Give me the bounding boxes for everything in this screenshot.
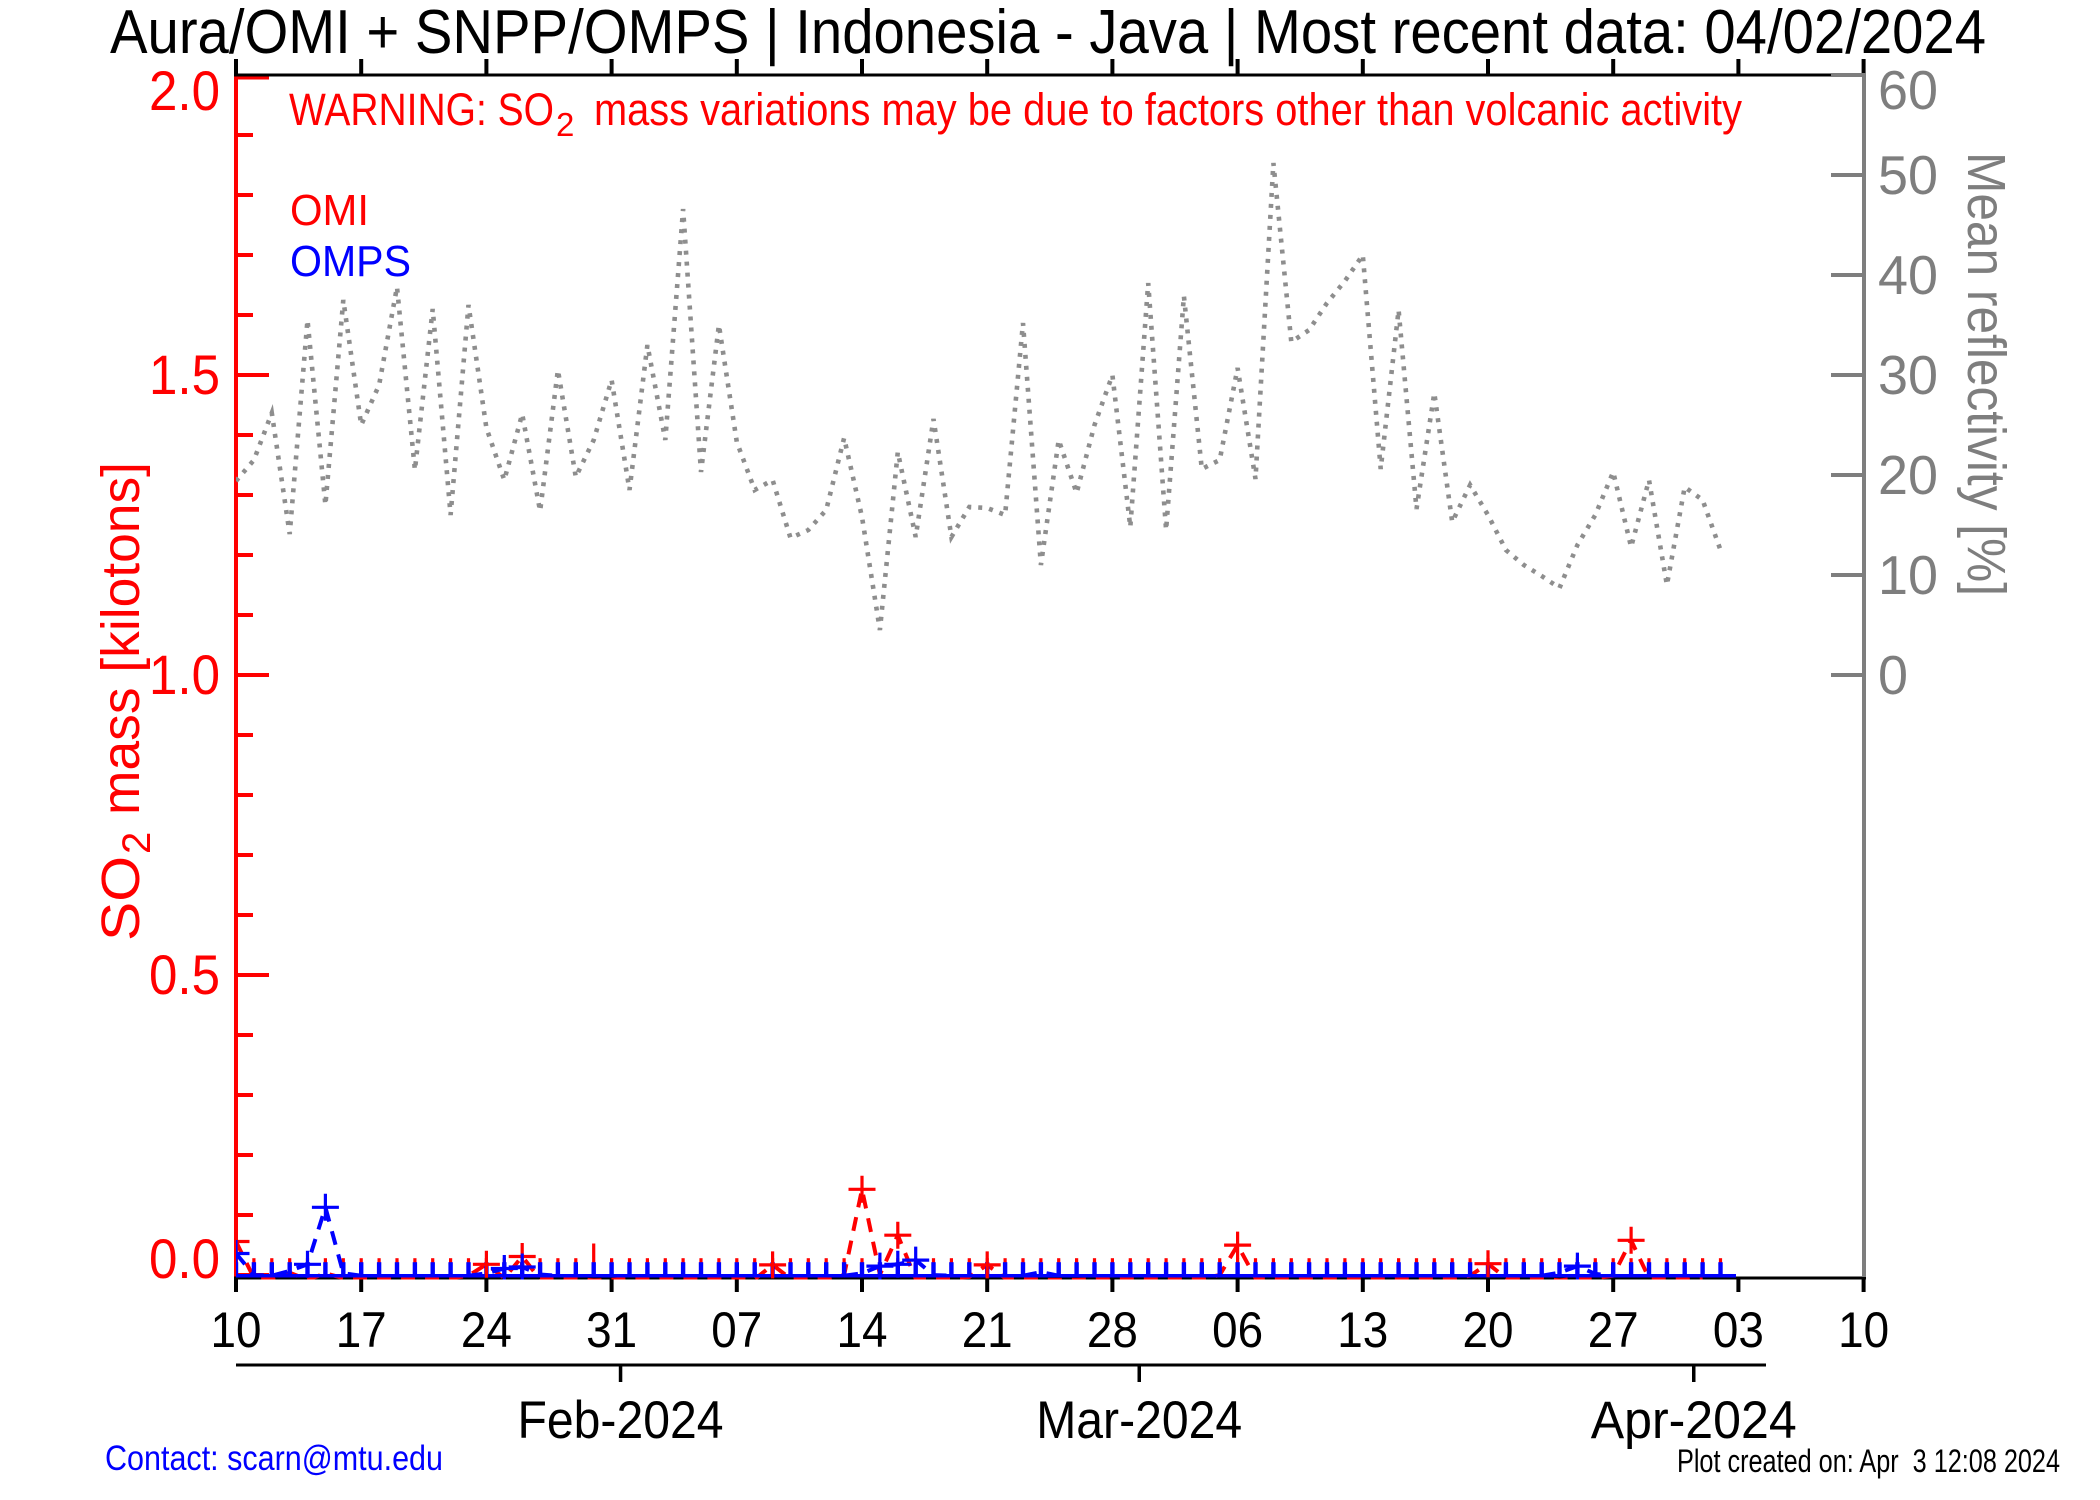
svg-text:2: 2 (115, 832, 159, 854)
svg-text:Contact: scarn@mtu.edu: Contact: scarn@mtu.edu (105, 1439, 443, 1478)
svg-text:Feb-2024: Feb-2024 (518, 1391, 724, 1450)
svg-text:Aura/OMI + SNPP/OMPS | Indones: Aura/OMI + SNPP/OMPS | Indonesia - Java … (110, 0, 1986, 67)
svg-text:mass variations may be due to: mass variations may be due to factors ot… (594, 84, 1742, 135)
svg-text:30: 30 (1878, 344, 1938, 406)
svg-text:13: 13 (1337, 1302, 1388, 1358)
svg-text:OMPS: OMPS (290, 237, 411, 286)
svg-text:0.0: 0.0 (149, 1227, 220, 1290)
svg-text:50: 50 (1878, 144, 1938, 206)
svg-text:Apr-2024: Apr-2024 (1591, 1391, 1797, 1450)
svg-text:0: 0 (1878, 644, 1908, 706)
svg-text:OMI: OMI (290, 186, 369, 235)
svg-text:Plot created on: Apr 3 12:08: Plot created on: Apr 3 12:08 2024 (1677, 1443, 2060, 1479)
svg-text:mass [kilotons]: mass [kilotons] (91, 462, 151, 815)
svg-text:24: 24 (461, 1302, 512, 1358)
svg-text:1.0: 1.0 (149, 643, 220, 706)
svg-text:WARNING: SO: WARNING: SO (289, 84, 554, 135)
svg-text:Mar-2024: Mar-2024 (1036, 1391, 1242, 1450)
svg-text:40: 40 (1878, 244, 1938, 306)
svg-text:21: 21 (962, 1302, 1013, 1358)
svg-text:SO: SO (91, 856, 151, 941)
svg-text:31: 31 (586, 1302, 637, 1358)
svg-text:28: 28 (1087, 1302, 1138, 1358)
svg-text:0.5: 0.5 (149, 943, 220, 1006)
svg-text:Mean reflectivity [%]: Mean reflectivity [%] (1956, 152, 2016, 596)
svg-text:03: 03 (1713, 1302, 1764, 1358)
svg-text:2.0: 2.0 (149, 59, 220, 122)
svg-text:10: 10 (211, 1302, 262, 1358)
svg-text:20: 20 (1463, 1302, 1514, 1358)
svg-text:10: 10 (1878, 544, 1938, 606)
svg-text:06: 06 (1212, 1302, 1263, 1358)
svg-text:07: 07 (711, 1302, 762, 1358)
svg-text:17: 17 (336, 1302, 387, 1358)
svg-text:10: 10 (1838, 1302, 1889, 1358)
svg-text:20: 20 (1878, 444, 1938, 506)
svg-text:14: 14 (837, 1302, 888, 1358)
svg-text:60: 60 (1878, 59, 1938, 121)
svg-text:27: 27 (1588, 1302, 1639, 1358)
svg-text:1.5: 1.5 (149, 343, 220, 406)
svg-text:2: 2 (556, 106, 574, 143)
